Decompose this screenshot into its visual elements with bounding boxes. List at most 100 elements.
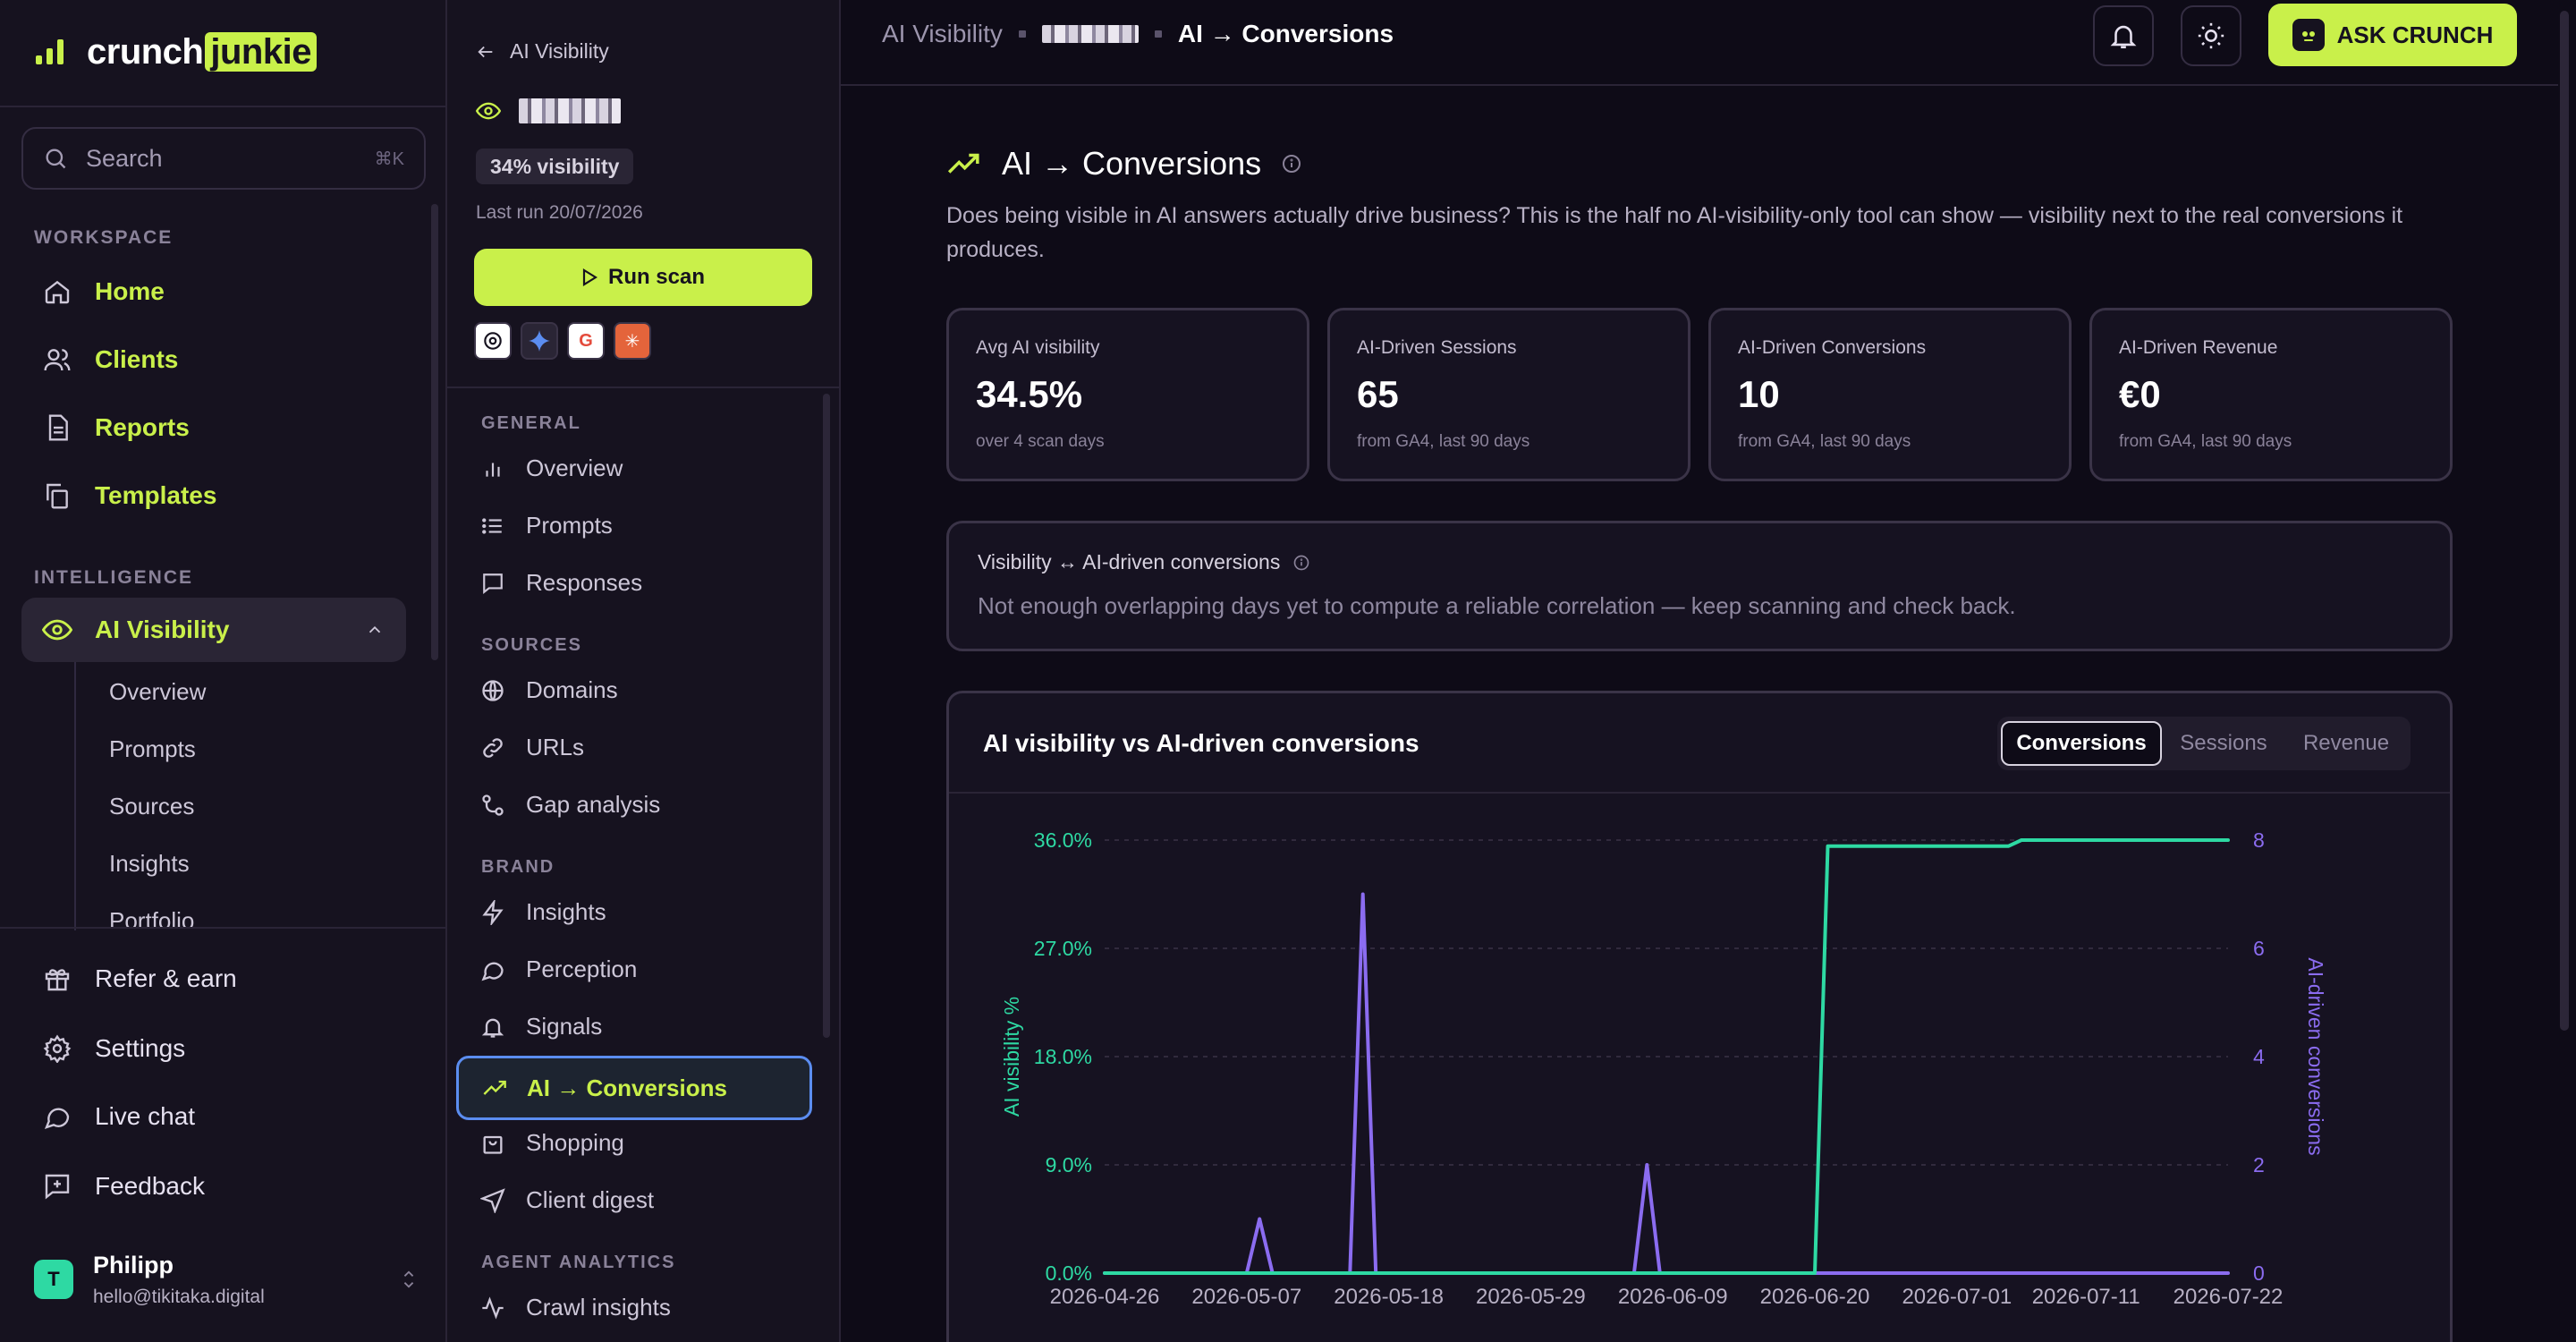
- subnav-shopping[interactable]: Shopping: [479, 1129, 624, 1157]
- users-icon: [44, 349, 71, 371]
- trending-up-icon: [483, 1080, 506, 1095]
- chat-icon: [44, 1108, 70, 1129]
- trending-up-icon: [947, 153, 979, 174]
- subnav-prompts[interactable]: Prompts: [479, 512, 613, 539]
- chevron-updown-icon: [403, 1270, 414, 1288]
- x-tick-label: 2026-05-07: [1191, 1285, 1301, 1309]
- page-title: AI → Conversions: [946, 145, 1302, 183]
- logo-bars-icon: [36, 39, 64, 64]
- notifications-button[interactable]: [2093, 5, 2154, 66]
- nav-ai-visibility[interactable]: AI Visibility: [21, 598, 406, 662]
- nav-settings[interactable]: Settings: [21, 1016, 406, 1081]
- nav-reports[interactable]: Reports: [21, 395, 406, 460]
- google-icon[interactable]: G: [567, 322, 605, 360]
- main-sidebar: crunch junkie Search ⌘K WORKSPACE Home Cl…: [0, 0, 447, 1342]
- chart-card: AI visibility vs AI-driven conversions C…: [946, 691, 2453, 1342]
- nav-refer-earn[interactable]: Refer & earn: [21, 947, 406, 1011]
- copy-icon: [47, 483, 68, 509]
- correlation-card: Visibility ↔ AI-driven conversions Not e…: [946, 521, 2453, 651]
- sidebar-scrollbar[interactable]: [431, 204, 438, 660]
- sidebar-sub-overview[interactable]: Overview: [109, 678, 207, 705]
- subnav-responses[interactable]: Responses: [479, 569, 642, 597]
- search-input[interactable]: Search ⌘K: [21, 127, 426, 190]
- y-tick-label: 27.0%: [1034, 937, 1092, 960]
- gemini-icon[interactable]: [521, 322, 558, 360]
- nav-templates[interactable]: Templates: [21, 463, 406, 528]
- info-icon[interactable]: [1281, 153, 1302, 174]
- user-menu[interactable]: T Philipp hello@tikitaka.digital: [34, 1244, 419, 1315]
- x-tick-label: 2026-05-29: [1476, 1285, 1586, 1309]
- git-compare-icon: [482, 794, 504, 816]
- y2-tick-label: 0: [2253, 1261, 2265, 1285]
- nav-feedback[interactable]: Feedback: [21, 1154, 406, 1219]
- sidebar-sub-insights[interactable]: Insights: [109, 850, 190, 877]
- globe-icon: [482, 679, 504, 701]
- divider: [0, 927, 447, 929]
- nav-clients[interactable]: Clients: [21, 327, 406, 392]
- nav-home[interactable]: Home: [21, 259, 406, 324]
- message-circle-icon: [481, 962, 504, 981]
- run-scan-button[interactable]: Run scan: [474, 249, 812, 306]
- tab-conversions[interactable]: Conversions: [2001, 721, 2162, 766]
- divider: [447, 386, 841, 388]
- sources-section-label: SOURCES: [481, 635, 582, 655]
- y-axis-title: AI visibility %: [1000, 997, 1023, 1117]
- y2-tick-label: 6: [2253, 937, 2265, 960]
- info-icon[interactable]: [1292, 554, 1310, 572]
- back-link[interactable]: AI Visibility: [476, 39, 609, 64]
- robot-icon: [2292, 19, 2325, 51]
- theme-toggle-button[interactable]: [2181, 5, 2241, 66]
- tab-revenue[interactable]: Revenue: [2302, 731, 2390, 755]
- bar-chart-icon: [486, 463, 500, 477]
- subnav-insights[interactable]: Insights: [479, 898, 606, 926]
- kpi-card-sessions: AI-Driven Sessions 65 from GA4, last 90 …: [1327, 308, 1690, 481]
- subnav-urls[interactable]: URLs: [479, 734, 584, 761]
- claude-icon[interactable]: ✳: [614, 322, 651, 360]
- subnav-tree-line: [74, 662, 76, 930]
- main-content: AI Visibility AI → Conversions ASK CRUNC…: [841, 0, 2576, 1342]
- ask-crunch-button[interactable]: ASK CRUNCH: [2268, 4, 2517, 66]
- secondary-sidebar: AI Visibility 34% visibility Last run 20…: [447, 0, 841, 1342]
- subnav-signals[interactable]: Signals: [479, 1013, 602, 1040]
- y2-tick-label: 4: [2253, 1045, 2265, 1068]
- subnav-perception[interactable]: Perception: [479, 956, 637, 983]
- visibility-conversions-chart: 0.0% 9.0% 18.0% 27.0% 36.0% 0 2 4 6 8 2026-04-26 20…: [1000, 828, 2327, 1309]
- subnav-ai-conversions[interactable]: AI → Conversions: [456, 1056, 812, 1120]
- nav-live-chat[interactable]: Live chat: [21, 1084, 406, 1149]
- y-tick-label: 36.0%: [1034, 828, 1092, 852]
- chart-title: AI visibility vs AI-driven conversions: [983, 729, 1419, 757]
- correlation-title: Visibility ↔ AI-driven conversions: [978, 550, 1281, 573]
- main-scrollbar[interactable]: [2560, 11, 2569, 1031]
- x-tick-label: 2026-07-11: [2032, 1285, 2140, 1309]
- sidebar-sub-prompts[interactable]: Prompts: [109, 735, 196, 762]
- breadcrumb-current: AI → Conversions: [1177, 20, 1394, 47]
- gear-icon: [43, 1034, 72, 1063]
- x-tick-label: 2026-07-01: [1902, 1285, 2012, 1309]
- breadcrumb: AI Visibility AI → Conversions: [882, 20, 1394, 48]
- subnav-scrollbar[interactable]: [823, 394, 830, 1038]
- user-email: hello@tikitaka.digital: [93, 1286, 265, 1307]
- activity-icon: [482, 1295, 504, 1320]
- kpi-card-revenue: AI-Driven Revenue €0 from GA4, last 90 d…: [2089, 308, 2453, 481]
- subnav-crawl-insights[interactable]: Crawl insights: [479, 1294, 671, 1321]
- subnav-domains[interactable]: Domains: [479, 676, 618, 704]
- message-icon: [483, 573, 503, 594]
- chevron-up-icon[interactable]: [365, 620, 385, 640]
- kpi-card-visibility: Avg AI visibility 34.5% over 4 scan days: [946, 308, 1309, 481]
- tab-sessions[interactable]: Sessions: [2180, 731, 2267, 755]
- breadcrumb-root[interactable]: AI Visibility: [882, 20, 1003, 47]
- correlation-message: Not enough overlapping days yet to compu…: [978, 592, 2016, 619]
- redacted-breadcrumb[interactable]: [1041, 25, 1139, 43]
- sidebar-sub-sources[interactable]: Sources: [109, 793, 195, 820]
- subnav-overview[interactable]: Overview: [479, 454, 623, 482]
- link-icon: [483, 737, 503, 758]
- app-logo[interactable]: crunch junkie: [36, 27, 317, 77]
- y-tick-label: 18.0%: [1034, 1045, 1092, 1068]
- ai-engine-list: G ✳: [474, 322, 651, 360]
- x-tick-label: 2026-04-26: [1050, 1285, 1160, 1309]
- subnav-gap-analysis[interactable]: Gap analysis: [479, 791, 660, 819]
- subnav-client-digest[interactable]: Client digest: [479, 1186, 654, 1214]
- sidebar-sub-portfolio[interactable]: Portfolio: [109, 907, 195, 927]
- openai-icon[interactable]: [474, 322, 512, 360]
- top-bar: AI Visibility AI → Conversions ASK CRUNC…: [841, 0, 2558, 86]
